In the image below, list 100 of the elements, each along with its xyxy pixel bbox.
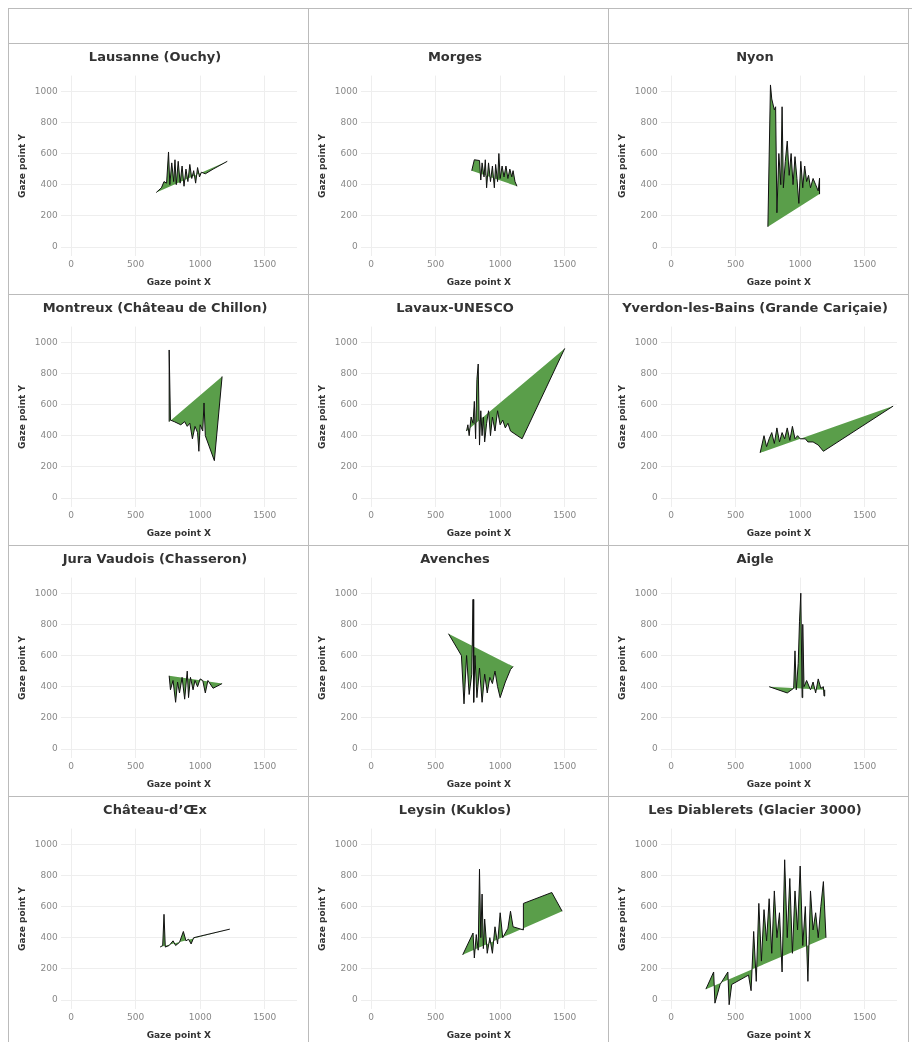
- y-tick-label: 800: [640, 869, 658, 880]
- x-tick-label: 1500: [253, 1012, 277, 1023]
- x-axis-title: Gaze point X: [446, 276, 512, 287]
- x-tick-label: 1000: [188, 510, 212, 521]
- x-axis-title: Gaze point X: [146, 1029, 212, 1040]
- y-tick-label: 200: [40, 963, 58, 974]
- y-tick-label: 0: [51, 241, 58, 252]
- x-tick-label: 0: [368, 510, 375, 521]
- x-tick-label: 500: [427, 761, 445, 772]
- x-axis-title: Gaze point X: [746, 778, 812, 789]
- y-axis-title: Gaze point Y: [16, 133, 27, 199]
- x-tick-label: 0: [68, 259, 75, 270]
- x-axis-title: Gaze point X: [146, 276, 212, 287]
- y-tick-label: 600: [340, 147, 358, 158]
- y-tick-label: 0: [651, 743, 658, 754]
- y-axis-title: Gaze point Y: [316, 886, 327, 952]
- y-axis-title: Gaze point Y: [316, 635, 327, 701]
- x-axis-title: Gaze point X: [146, 778, 212, 789]
- y-tick-label: 600: [40, 900, 58, 911]
- x-axis-title: Gaze point X: [146, 527, 212, 538]
- x-tick-label: 0: [68, 761, 75, 772]
- y-tick-label: 400: [40, 430, 58, 441]
- y-axis-title: Gaze point Y: [616, 886, 627, 952]
- y-tick-label: 600: [640, 398, 658, 409]
- y-tick-label: 400: [40, 179, 58, 190]
- x-tick-label: 1000: [788, 259, 812, 270]
- x-tick-label: 500: [127, 259, 145, 270]
- y-tick-label: 200: [640, 712, 658, 723]
- y-tick-label: 800: [340, 116, 358, 127]
- chart-title: Lavaux-UNESCO: [396, 300, 514, 316]
- y-tick-label: 1000: [334, 336, 358, 347]
- y-tick-label: 200: [40, 461, 58, 472]
- y-tick-label: 0: [651, 994, 658, 1005]
- x-axis-title: Gaze point X: [746, 1029, 812, 1040]
- x-tick-label: 1500: [853, 510, 877, 521]
- x-tick-label: 500: [727, 510, 745, 521]
- y-tick-label: 400: [340, 179, 358, 190]
- y-tick-label: 200: [640, 461, 658, 472]
- y-axis-title: Gaze point Y: [616, 133, 627, 199]
- x-tick-label: 1500: [253, 510, 277, 521]
- y-tick-label: 400: [340, 681, 358, 692]
- x-tick-label: 0: [668, 1012, 675, 1023]
- y-tick-label: 800: [40, 618, 58, 629]
- x-tick-label: 1000: [788, 761, 812, 772]
- x-axis-title: Gaze point X: [746, 276, 812, 287]
- x-tick-label: 0: [668, 761, 675, 772]
- y-tick-label: 200: [340, 963, 358, 974]
- y-tick-label: 600: [640, 147, 658, 158]
- y-tick-label: 0: [351, 241, 358, 252]
- x-tick-label: 0: [668, 510, 675, 521]
- x-tick-label: 0: [368, 259, 375, 270]
- y-tick-label: 400: [40, 681, 58, 692]
- y-tick-label: 200: [340, 210, 358, 221]
- x-tick-label: 500: [127, 761, 145, 772]
- x-tick-label: 500: [127, 1012, 145, 1023]
- x-axis-title: Gaze point X: [746, 527, 812, 538]
- x-tick-label: 500: [727, 761, 745, 772]
- y-axis-title: Gaze point Y: [316, 384, 327, 450]
- y-tick-label: 0: [651, 492, 658, 503]
- y-tick-label: 1000: [34, 336, 58, 347]
- y-tick-label: 800: [640, 116, 658, 127]
- x-tick-label: 500: [727, 259, 745, 270]
- y-tick-label: 600: [340, 398, 358, 409]
- y-tick-label: 200: [640, 210, 658, 221]
- y-tick-label: 800: [340, 367, 358, 378]
- y-tick-label: 1000: [634, 838, 658, 849]
- y-tick-label: 800: [640, 618, 658, 629]
- y-tick-label: 800: [40, 869, 58, 880]
- y-tick-label: 400: [640, 932, 658, 943]
- x-tick-label: 1000: [488, 510, 512, 521]
- y-tick-label: 1000: [34, 587, 58, 598]
- y-tick-label: 0: [51, 743, 58, 754]
- x-tick-label: 0: [68, 1012, 75, 1023]
- x-tick-label: 1000: [188, 259, 212, 270]
- y-tick-label: 0: [51, 492, 58, 503]
- y-axis-title: Gaze point Y: [316, 133, 327, 199]
- chart-title: Château-d’Œx: [103, 802, 208, 818]
- y-tick-label: 0: [351, 994, 358, 1005]
- chart-title: Aigle: [736, 551, 774, 567]
- x-tick-label: 1500: [553, 761, 577, 772]
- y-tick-label: 1000: [334, 587, 358, 598]
- y-tick-label: 600: [40, 147, 58, 158]
- y-tick-label: 1000: [34, 838, 58, 849]
- y-tick-label: 1000: [634, 587, 658, 598]
- y-tick-label: 200: [640, 963, 658, 974]
- x-tick-label: 0: [68, 510, 75, 521]
- y-tick-label: 800: [340, 869, 358, 880]
- y-tick-label: 1000: [634, 336, 658, 347]
- y-tick-label: 600: [40, 649, 58, 660]
- y-tick-label: 1000: [334, 838, 358, 849]
- x-tick-label: 1000: [188, 1012, 212, 1023]
- x-tick-label: 1500: [553, 510, 577, 521]
- x-tick-label: 500: [427, 259, 445, 270]
- chart-title: Lausanne (Ouchy): [88, 49, 222, 65]
- x-tick-label: 1500: [853, 1012, 877, 1023]
- y-tick-label: 0: [351, 492, 358, 503]
- x-tick-label: 1000: [488, 259, 512, 270]
- y-axis-title: Gaze point Y: [16, 886, 27, 952]
- chart-title: Nyon: [736, 49, 774, 65]
- y-axis-title: Gaze point Y: [616, 635, 627, 701]
